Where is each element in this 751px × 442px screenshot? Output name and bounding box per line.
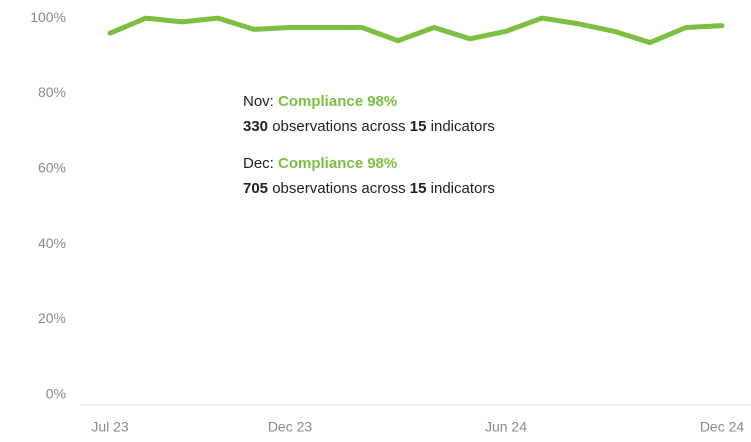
- text: observations across: [272, 180, 406, 197]
- month: Dec:: [243, 155, 274, 172]
- y-tick-label: 20%: [38, 310, 66, 326]
- compliance: Compliance 98%: [278, 155, 398, 172]
- x-tick-label: Jun 24: [485, 419, 527, 435]
- annotation-line: 705 observations across 15 indicators: [243, 176, 495, 201]
- annotation-line: 330 observations across 15 indicators: [243, 114, 495, 139]
- x-tick-label: Dec 24: [700, 419, 745, 435]
- text: indicators: [430, 180, 495, 197]
- indicators: 15: [409, 118, 427, 135]
- line: [107, 15, 725, 46]
- observations: 705: [243, 180, 269, 197]
- annotation-line: Nov: Compliance 98%: [243, 89, 495, 114]
- annotation: Dec: Compliance 98% 705 observations acr…: [243, 151, 495, 201]
- text: indicators: [430, 118, 495, 135]
- text: observations across: [272, 118, 406, 135]
- compliance: Compliance 98%: [278, 93, 398, 110]
- annotation-line: Dec: Compliance 98%: [243, 151, 495, 176]
- observations: 330: [243, 118, 269, 135]
- x-tick-label: Jul 23: [91, 419, 129, 435]
- y-tick-label: 40%: [38, 235, 66, 251]
- y-tick-label: 0%: [46, 386, 66, 402]
- annotation: Nov: Compliance 98% 330 observations acr…: [243, 89, 495, 139]
- y-tick-label: 60%: [38, 159, 66, 175]
- indicators: 15: [409, 180, 427, 197]
- y-tick-label: 80%: [38, 84, 66, 100]
- month: Nov:: [243, 93, 274, 110]
- y-tick-label: 100%: [30, 9, 66, 25]
- x-tick-label: Dec 23: [268, 419, 313, 435]
